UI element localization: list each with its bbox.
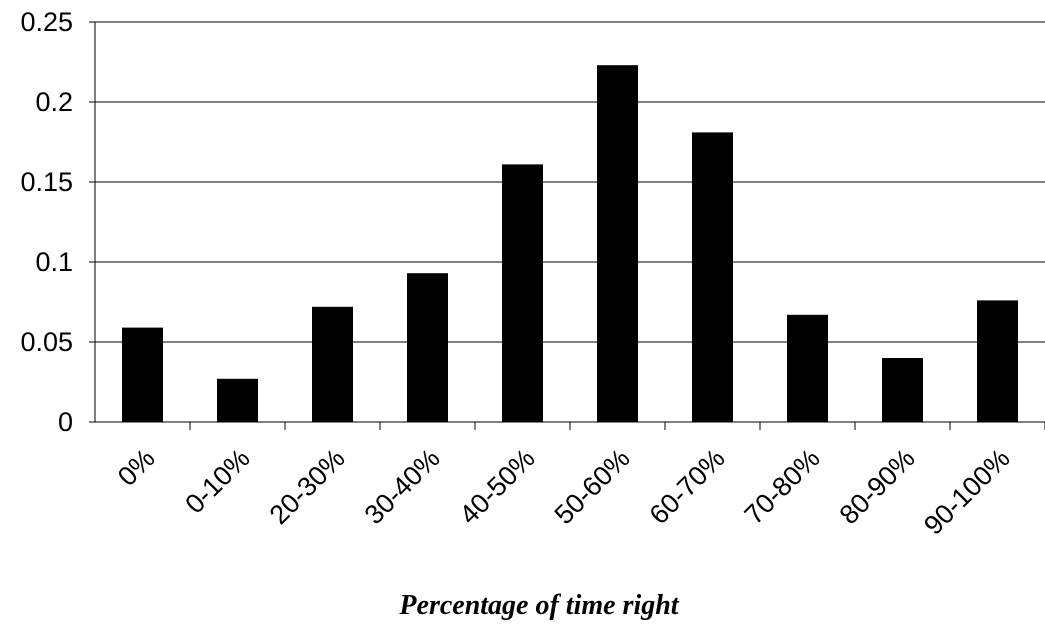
bar: [977, 300, 1018, 422]
x-tick-label: 30-40%: [359, 443, 446, 530]
x-tick-label: 40-50%: [454, 443, 541, 530]
x-tick-label: 50-60%: [549, 443, 636, 530]
bar: [122, 327, 163, 422]
x-tick-label: 70-80%: [739, 443, 826, 530]
x-tick-label: 80-90%: [834, 443, 921, 530]
y-tick-labels: 0 0.05 0.1 0.15 0.2 0.25: [20, 7, 73, 437]
bar: [882, 358, 923, 422]
bar: [787, 314, 828, 422]
y-tick-label: 0.2: [35, 87, 73, 117]
bar: [312, 306, 353, 422]
x-tick-label: 60-70%: [644, 443, 731, 530]
axes: [89, 21, 1045, 430]
y-tick-label: 0: [58, 407, 73, 437]
gridlines: [95, 21, 1045, 343]
bar: [217, 378, 258, 422]
x-tick-label: 0%: [112, 443, 161, 492]
y-tick-label: 0.15: [20, 167, 73, 197]
x-tick-labels: 0% 0-10% 20-30% 30-40% 40-50% 50-60% 60-70% 70-…: [112, 443, 1016, 541]
x-tick-label: 0-10%: [179, 443, 255, 519]
x-axis-title: Percentage of time right: [398, 590, 679, 621]
bars: [122, 65, 1018, 422]
y-tick-label: 0.05: [20, 327, 73, 357]
bar: [502, 164, 543, 422]
bar: [407, 273, 448, 422]
x-tick-label: 90-100%: [918, 443, 1016, 541]
y-tick-label: 0.25: [20, 7, 73, 37]
x-tick-label: 20-30%: [264, 443, 351, 530]
y-tick-label: 0.1: [35, 247, 73, 277]
bar: [692, 132, 733, 422]
bar: [597, 65, 638, 422]
